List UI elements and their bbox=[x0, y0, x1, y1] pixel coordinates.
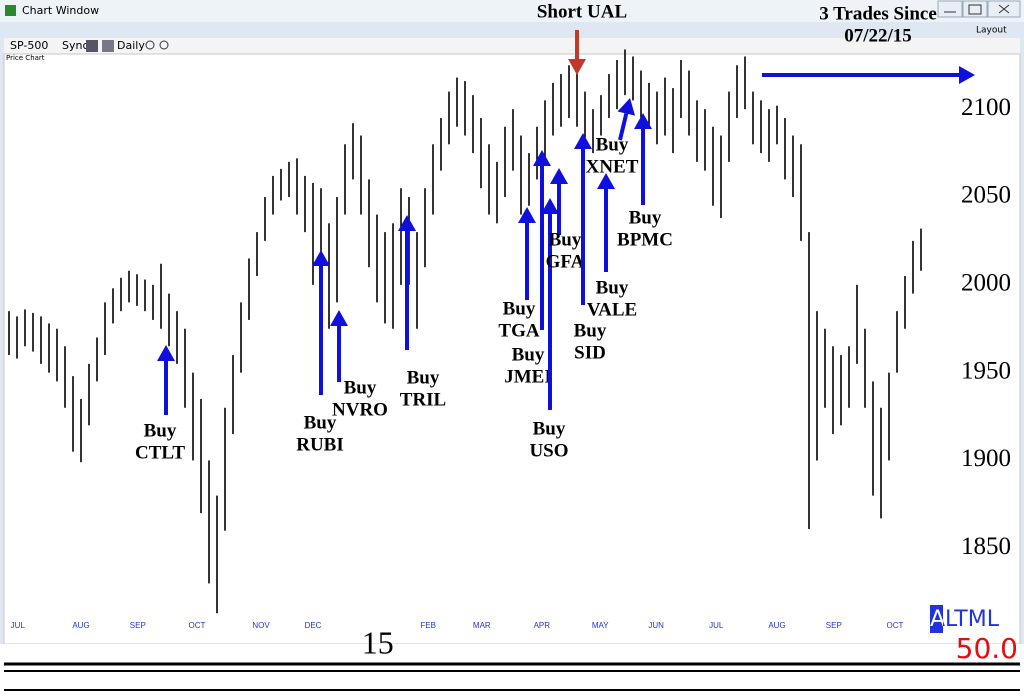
annotation-text: GFA bbox=[546, 251, 585, 272]
x-tick-label: OCT bbox=[887, 621, 904, 630]
indicator-highlight bbox=[930, 605, 943, 633]
annotation-text: TGA bbox=[498, 320, 539, 341]
indicator-name[interactable]: ALTML bbox=[930, 607, 1000, 632]
annotation-text: JMEI bbox=[504, 366, 552, 387]
x-tick-label: AUG bbox=[768, 621, 785, 630]
y-tick-label: 2050 bbox=[961, 182, 1011, 209]
annotation-text: Buy bbox=[512, 344, 545, 365]
y-tick-label: 1950 bbox=[961, 357, 1011, 384]
x-tick-label: JUL bbox=[709, 621, 724, 630]
sync-button[interactable]: Sync bbox=[62, 39, 89, 52]
x-tick-label: APR bbox=[534, 621, 551, 630]
layout-button[interactable]: Layout bbox=[976, 26, 1007, 36]
annotation-text: 07/22/15 bbox=[844, 25, 912, 46]
annotation-text: Short UAL bbox=[537, 1, 627, 22]
arrow-head bbox=[518, 207, 536, 223]
x-tick-label: SEP bbox=[826, 621, 842, 630]
arrow-head bbox=[617, 98, 636, 116]
x-tick-label: OCT bbox=[189, 621, 206, 630]
minimize-button[interactable] bbox=[937, 0, 963, 18]
window-button-icons bbox=[944, 4, 1010, 15]
annotation-text: VALE bbox=[587, 299, 637, 320]
x-tick-label: FEB bbox=[420, 621, 436, 630]
year-label: 15 bbox=[362, 624, 394, 660]
zoom-out-button[interactable] bbox=[159, 40, 169, 50]
arrow-head bbox=[634, 113, 652, 129]
window-title: Chart Window bbox=[22, 4, 99, 17]
annotation-text: USO bbox=[529, 440, 568, 461]
x-tick-label: DEC bbox=[305, 621, 322, 630]
arrow-head bbox=[959, 66, 975, 84]
x-tick-label: JUL bbox=[11, 621, 26, 630]
x-tick-label: MAY bbox=[592, 621, 609, 630]
arrow-head bbox=[550, 168, 568, 184]
period-button[interactable]: Daily bbox=[117, 39, 145, 52]
indicator-value: 50.0 bbox=[956, 632, 1018, 665]
x-tick-label: SEP bbox=[130, 621, 146, 630]
y-tick-label: 2100 bbox=[961, 94, 1011, 121]
y-tick-label: 2000 bbox=[961, 270, 1011, 297]
annotation-text: Buy bbox=[533, 418, 566, 439]
tool-icon[interactable] bbox=[86, 40, 98, 52]
y-tick-label: 1900 bbox=[961, 445, 1011, 472]
annotation-text: BPMC bbox=[617, 229, 673, 250]
arrow-head bbox=[597, 173, 615, 189]
x-tick-label: JUN bbox=[648, 621, 664, 630]
arrow-head bbox=[541, 198, 559, 214]
annotation-text: Buy bbox=[629, 207, 662, 228]
arrow-head bbox=[330, 310, 348, 326]
annotation-arrow bbox=[618, 113, 629, 141]
arrow-head bbox=[568, 59, 586, 75]
title-bar bbox=[0, 0, 1024, 22]
annotation-text: RUBI bbox=[296, 434, 344, 455]
x-tick-label: NOV bbox=[252, 621, 270, 630]
arrow-head bbox=[574, 133, 592, 149]
annotation-text: Buy bbox=[144, 420, 177, 441]
arrow-head bbox=[533, 150, 551, 166]
annotation-text: Buy bbox=[574, 320, 607, 341]
annotation-text: CTLT bbox=[135, 442, 185, 463]
annotation-text: Buy bbox=[304, 412, 337, 433]
zoom-in-button[interactable] bbox=[145, 40, 155, 50]
app-icon bbox=[5, 5, 16, 16]
toolbar bbox=[4, 38, 1020, 54]
annotation-text: 3 Trades Since bbox=[819, 3, 937, 24]
annotation-text: TRIL bbox=[400, 389, 446, 410]
annotation-text: SID bbox=[574, 342, 606, 363]
chart-pane bbox=[3, 53, 1021, 645]
x-tick-label: AUG bbox=[72, 621, 89, 630]
x-tick-label: MAR bbox=[473, 621, 491, 630]
arrow-head bbox=[312, 250, 330, 266]
annotation-text: Buy bbox=[596, 134, 629, 155]
arrow-head bbox=[398, 215, 416, 231]
pane-label: Price Chart bbox=[6, 54, 45, 62]
annotation-text: NVRO bbox=[332, 399, 388, 420]
annotation-text: Buy bbox=[549, 229, 582, 250]
annotation-text: Buy bbox=[503, 298, 536, 319]
tool-icon[interactable] bbox=[102, 40, 114, 52]
y-tick-label: 1850 bbox=[961, 533, 1011, 560]
annotation-text: Buy bbox=[407, 367, 440, 388]
maximize-button[interactable] bbox=[962, 0, 988, 18]
indicator-name: ALTML bbox=[930, 607, 1000, 632]
symbol-field[interactable]: SP-500 bbox=[10, 39, 48, 52]
arrow-head bbox=[157, 345, 175, 361]
annotation-text: Buy bbox=[344, 377, 377, 398]
annotation-text: XNET bbox=[586, 156, 639, 177]
annotation-text: Buy bbox=[596, 277, 629, 298]
